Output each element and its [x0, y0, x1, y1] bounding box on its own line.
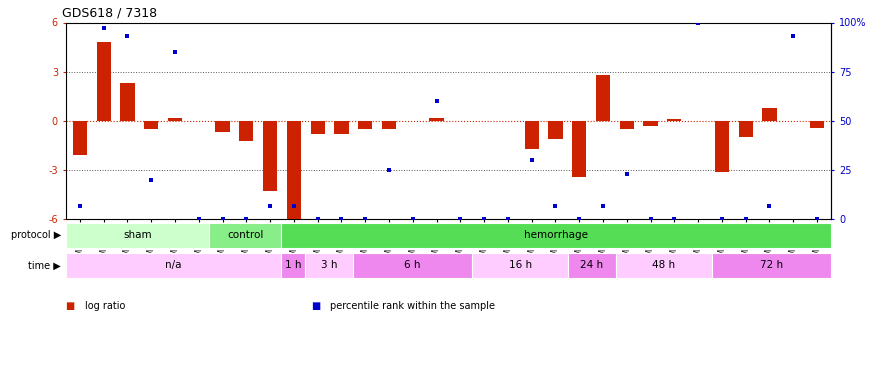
Point	[382, 167, 396, 173]
Point	[596, 202, 610, 208]
Point	[787, 33, 801, 39]
Bar	[473, 253, 568, 278]
Point	[762, 202, 776, 208]
Bar	[209, 223, 281, 248]
Point	[643, 216, 657, 222]
Bar	[96, 42, 111, 121]
Bar	[121, 83, 135, 121]
Text: ■: ■	[311, 301, 320, 310]
Point	[311, 216, 325, 222]
Point	[144, 177, 158, 183]
Bar	[572, 121, 586, 177]
Point	[668, 216, 682, 222]
Point	[215, 216, 229, 222]
Point	[810, 216, 824, 222]
Bar	[616, 253, 711, 278]
Bar	[144, 121, 158, 129]
Bar	[281, 223, 831, 248]
Bar	[66, 223, 209, 248]
Bar	[762, 108, 777, 121]
Text: 16 h: 16 h	[508, 260, 532, 270]
Text: time ▶: time ▶	[29, 260, 61, 270]
Bar	[715, 121, 729, 172]
Point	[240, 216, 254, 222]
Bar	[287, 121, 301, 219]
Bar	[430, 118, 444, 121]
Point	[358, 216, 372, 222]
Bar	[311, 121, 325, 134]
Point	[525, 158, 539, 164]
Point	[738, 216, 752, 222]
Point	[572, 216, 586, 222]
Text: hemorrhage: hemorrhage	[524, 230, 588, 240]
Text: percentile rank within the sample: percentile rank within the sample	[330, 301, 495, 310]
Text: log ratio: log ratio	[85, 301, 125, 310]
Bar	[304, 253, 353, 278]
Bar	[568, 253, 616, 278]
Bar	[524, 121, 539, 149]
Bar	[810, 121, 824, 128]
Point	[263, 202, 277, 208]
Bar	[382, 121, 396, 129]
Bar	[668, 119, 682, 121]
Bar	[334, 121, 348, 134]
Point	[500, 216, 514, 222]
Text: ■: ■	[66, 301, 75, 310]
Text: protocol ▶: protocol ▶	[11, 230, 61, 240]
Bar	[549, 121, 563, 139]
Point	[691, 20, 705, 26]
Bar	[66, 253, 281, 278]
Text: 48 h: 48 h	[652, 260, 676, 270]
Text: sham: sham	[123, 230, 151, 240]
Bar	[168, 118, 182, 121]
Text: 72 h: 72 h	[760, 260, 783, 270]
Point	[168, 49, 182, 55]
Point	[73, 202, 87, 208]
Point	[430, 98, 444, 104]
Text: n/a: n/a	[165, 260, 181, 270]
Bar	[281, 253, 304, 278]
Bar	[643, 121, 658, 126]
Point	[477, 216, 491, 222]
Bar	[215, 121, 229, 132]
Point	[192, 216, 206, 222]
Bar	[353, 253, 472, 278]
Text: 6 h: 6 h	[404, 260, 421, 270]
Bar	[239, 121, 254, 141]
Bar	[620, 121, 634, 129]
Point	[453, 216, 467, 222]
Point	[406, 216, 420, 222]
Bar	[738, 121, 752, 137]
Point	[121, 33, 135, 39]
Bar	[358, 121, 373, 129]
Text: control: control	[227, 230, 263, 240]
Text: 1 h: 1 h	[284, 260, 301, 270]
Point	[96, 26, 110, 32]
Text: GDS618 / 7318: GDS618 / 7318	[62, 7, 157, 20]
Point	[334, 216, 348, 222]
Bar	[711, 253, 831, 278]
Text: 3 h: 3 h	[320, 260, 337, 270]
Bar	[263, 121, 277, 192]
Point	[620, 171, 634, 177]
Text: 24 h: 24 h	[580, 260, 604, 270]
Bar	[73, 121, 87, 155]
Point	[715, 216, 729, 222]
Point	[549, 202, 563, 208]
Bar	[596, 75, 610, 121]
Point	[287, 202, 301, 208]
